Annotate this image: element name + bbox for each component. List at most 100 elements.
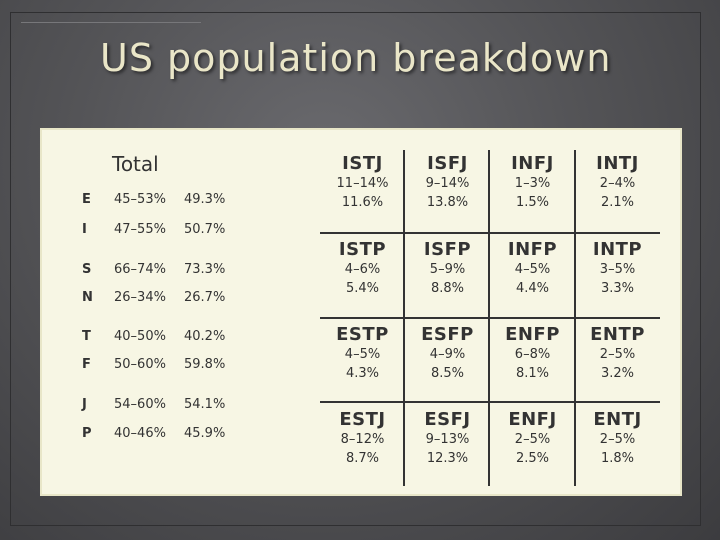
type-range: 2–4% bbox=[599, 176, 636, 191]
type-range: 2–5% bbox=[599, 347, 636, 362]
dimension-letter: F bbox=[82, 357, 91, 372]
type-cell-istp: ISTP 4–6% 5.4% bbox=[320, 240, 405, 298]
dimension-range: 40–50% bbox=[114, 329, 166, 344]
type-cell-estp: ESTP 4–5% 4.3% bbox=[320, 325, 405, 383]
type-range: 4–5% bbox=[514, 262, 551, 277]
dimension-range: 54–60% bbox=[114, 397, 166, 412]
slide-frame-left bbox=[10, 12, 11, 526]
type-range: 8–12% bbox=[340, 432, 385, 447]
type-name: ISTJ bbox=[342, 153, 383, 174]
dimension-letter: I bbox=[82, 222, 87, 237]
type-cell-intp: INTP 3–5% 3.3% bbox=[575, 240, 660, 298]
slide-frame-top bbox=[10, 12, 700, 13]
type-range: 2–5% bbox=[514, 432, 551, 447]
dimension-range: 50–60% bbox=[114, 357, 166, 372]
dimension-percent: 50.7% bbox=[184, 222, 226, 237]
type-range: 4–5% bbox=[344, 347, 381, 362]
dimension-percent: 26.7% bbox=[184, 290, 226, 305]
slide-frame-accent bbox=[21, 22, 201, 23]
grid-divider bbox=[320, 232, 660, 234]
type-percent: 5.4% bbox=[345, 281, 380, 296]
type-percent: 2.1% bbox=[600, 195, 635, 210]
type-percent: 2.5% bbox=[515, 451, 550, 466]
dimension-range: 47–55% bbox=[114, 222, 166, 237]
type-percent: 1.8% bbox=[600, 451, 635, 466]
type-cell-infj: INFJ 1–3% 1.5% bbox=[490, 154, 575, 212]
type-cell-istj: ISTJ 11–14% 11.6% bbox=[320, 154, 405, 212]
type-cell-enfj: ENFJ 2–5% 2.5% bbox=[490, 410, 575, 468]
type-range: 11–14% bbox=[336, 176, 389, 191]
type-name: INTJ bbox=[596, 153, 639, 174]
type-percent: 13.8% bbox=[426, 195, 469, 210]
dimension-percent: 40.2% bbox=[184, 329, 226, 344]
type-name: ISFP bbox=[423, 239, 472, 260]
type-cell-isfj: ISFJ 9–14% 13.8% bbox=[405, 154, 490, 212]
type-percent: 11.6% bbox=[341, 195, 384, 210]
dimension-range: 26–34% bbox=[114, 290, 166, 305]
type-percent: 1.5% bbox=[515, 195, 550, 210]
type-name: ENTJ bbox=[593, 409, 642, 430]
type-percent: 4.3% bbox=[345, 366, 380, 381]
type-name: INFJ bbox=[511, 153, 554, 174]
type-cell-infp: INFP 4–5% 4.4% bbox=[490, 240, 575, 298]
type-range: 3–5% bbox=[599, 262, 636, 277]
grid-divider bbox=[320, 401, 660, 403]
slide-frame-bottom bbox=[10, 525, 700, 526]
type-percent: 8.1% bbox=[515, 366, 550, 381]
dimension-percent: 73.3% bbox=[184, 262, 226, 277]
type-range: 5–9% bbox=[429, 262, 466, 277]
type-cell-isfp: ISFP 5–9% 8.8% bbox=[405, 240, 490, 298]
type-name: ENTP bbox=[590, 324, 645, 345]
dimension-percent: 59.8% bbox=[184, 357, 226, 372]
dimension-percent: 54.1% bbox=[184, 397, 226, 412]
type-range: 1–3% bbox=[514, 176, 551, 191]
dimension-range: 45–53% bbox=[114, 192, 166, 207]
type-table-image: Total E 45–53% 49.3% I 47–55% 50.7% S 66… bbox=[40, 128, 682, 496]
type-name: ESFJ bbox=[424, 409, 471, 430]
dimension-range: 66–74% bbox=[114, 262, 166, 277]
type-name: ISTP bbox=[338, 239, 387, 260]
type-name: ISFJ bbox=[427, 153, 468, 174]
type-cell-enfp: ENFP 6–8% 8.1% bbox=[490, 325, 575, 383]
grid-divider bbox=[320, 317, 660, 319]
dimension-percent: 49.3% bbox=[184, 192, 226, 207]
dimension-letter: N bbox=[82, 290, 93, 305]
type-cell-esfj: ESFJ 9–13% 12.3% bbox=[405, 410, 490, 468]
type-cell-intj: INTJ 2–4% 2.1% bbox=[575, 154, 660, 212]
type-name: INTP bbox=[592, 239, 643, 260]
type-name: ESTP bbox=[336, 324, 389, 345]
type-name: ESFP bbox=[421, 324, 474, 345]
dimension-range: 40–46% bbox=[114, 426, 166, 441]
type-cell-estj: ESTJ 8–12% 8.7% bbox=[320, 410, 405, 468]
type-name: ENFJ bbox=[508, 409, 557, 430]
dimension-letter: J bbox=[82, 397, 87, 412]
slide-frame-right bbox=[700, 12, 701, 526]
type-range: 2–5% bbox=[599, 432, 636, 447]
type-cell-entj: ENTJ 2–5% 1.8% bbox=[575, 410, 660, 468]
dimension-letter: P bbox=[82, 426, 92, 441]
type-name: ENFP bbox=[505, 324, 560, 345]
type-percent: 8.7% bbox=[345, 451, 380, 466]
type-range: 9–14% bbox=[425, 176, 470, 191]
dimension-letter: E bbox=[82, 192, 91, 207]
type-percent: 8.5% bbox=[430, 366, 465, 381]
type-percent: 3.2% bbox=[600, 366, 635, 381]
type-range: 4–6% bbox=[344, 262, 381, 277]
type-percent: 4.4% bbox=[515, 281, 550, 296]
type-grid: ISTJ 11–14% 11.6% ISFJ 9–14% 13.8% INFJ … bbox=[320, 150, 660, 486]
slide-title: US population breakdown bbox=[100, 36, 612, 80]
type-range: 9–13% bbox=[425, 432, 470, 447]
dimension-letter: S bbox=[82, 262, 92, 277]
type-range: 4–9% bbox=[429, 347, 466, 362]
type-range: 6–8% bbox=[514, 347, 551, 362]
dimension-letter: T bbox=[82, 329, 91, 344]
type-cell-entp: ENTP 2–5% 3.2% bbox=[575, 325, 660, 383]
type-name: INFP bbox=[507, 239, 558, 260]
dimension-percent: 45.9% bbox=[184, 426, 226, 441]
type-cell-esfp: ESFP 4–9% 8.5% bbox=[405, 325, 490, 383]
type-name: ESTJ bbox=[339, 409, 386, 430]
type-percent: 12.3% bbox=[426, 451, 469, 466]
total-header: Total bbox=[112, 152, 159, 176]
type-percent: 3.3% bbox=[600, 281, 635, 296]
type-percent: 8.8% bbox=[430, 281, 465, 296]
